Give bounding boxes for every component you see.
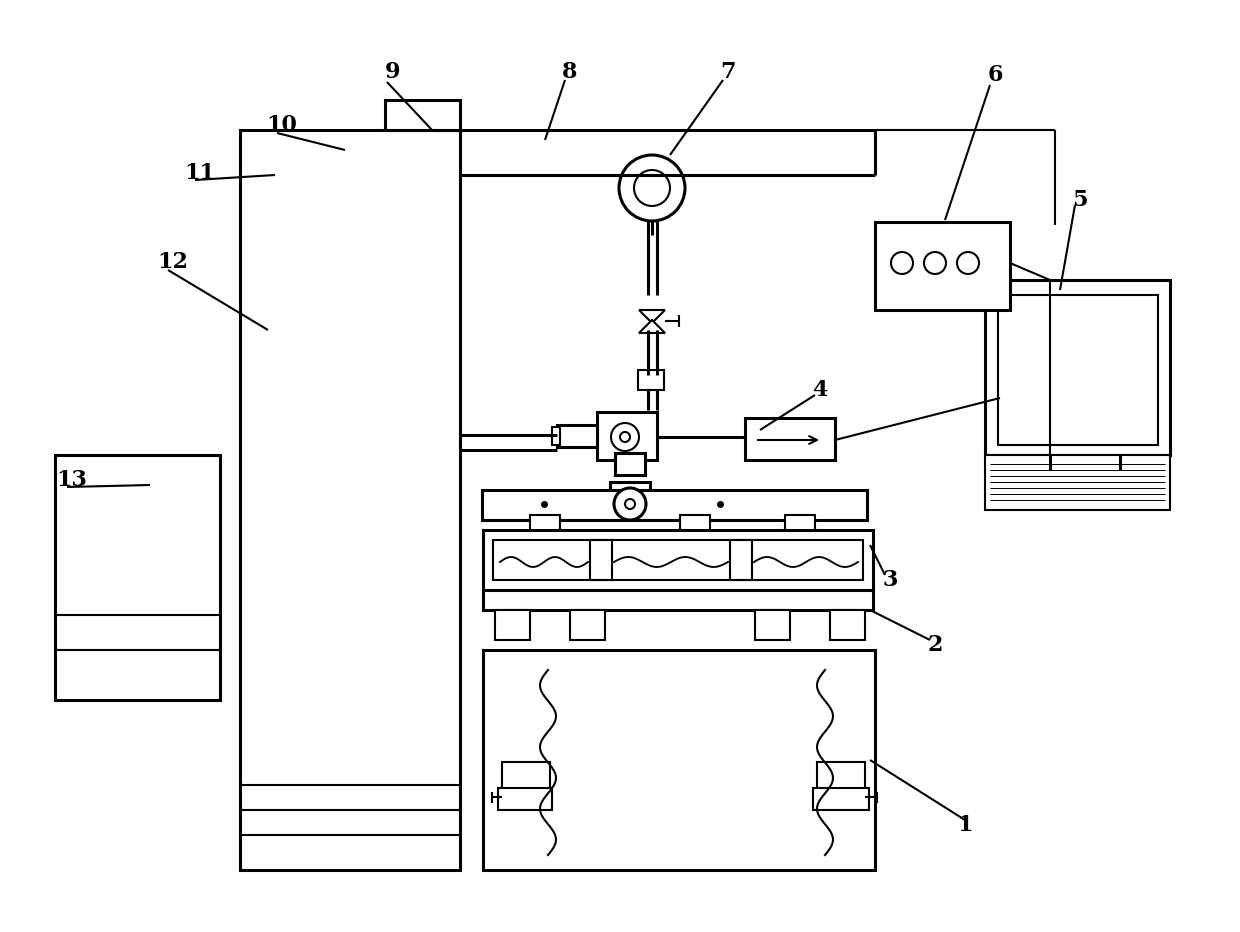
Text: 1: 1 bbox=[957, 814, 972, 836]
Bar bbox=[494, 540, 863, 580]
Bar bbox=[55, 455, 219, 700]
Bar bbox=[502, 762, 551, 790]
Circle shape bbox=[957, 252, 980, 274]
Polygon shape bbox=[639, 310, 665, 323]
Text: 5: 5 bbox=[1073, 189, 1087, 211]
Text: 11: 11 bbox=[185, 162, 216, 184]
Text: 4: 4 bbox=[812, 379, 827, 401]
Text: 2: 2 bbox=[928, 634, 942, 656]
Bar bbox=[755, 610, 790, 640]
Bar bbox=[482, 490, 867, 520]
Bar bbox=[639, 370, 663, 390]
Bar bbox=[1025, 465, 1145, 480]
Bar bbox=[615, 453, 645, 475]
Polygon shape bbox=[639, 320, 665, 333]
Bar bbox=[498, 788, 552, 810]
Bar bbox=[590, 540, 613, 580]
Bar bbox=[730, 540, 751, 580]
Bar bbox=[570, 610, 605, 640]
Bar bbox=[745, 418, 835, 460]
Bar bbox=[785, 515, 815, 545]
Text: 13: 13 bbox=[57, 469, 88, 491]
Text: 12: 12 bbox=[157, 251, 188, 273]
Bar bbox=[495, 610, 529, 640]
Text: 10: 10 bbox=[267, 114, 298, 136]
Bar bbox=[557, 425, 596, 447]
Bar bbox=[998, 295, 1158, 445]
Bar bbox=[985, 280, 1171, 455]
Bar bbox=[817, 762, 866, 790]
Circle shape bbox=[620, 432, 630, 442]
Circle shape bbox=[924, 252, 946, 274]
Circle shape bbox=[892, 252, 913, 274]
Bar bbox=[813, 788, 869, 810]
Text: 3: 3 bbox=[883, 569, 898, 591]
Bar bbox=[875, 222, 1011, 310]
Bar bbox=[596, 412, 657, 460]
Bar bbox=[384, 100, 460, 130]
Text: 8: 8 bbox=[562, 61, 578, 83]
Circle shape bbox=[625, 499, 635, 509]
Circle shape bbox=[619, 155, 684, 221]
Bar bbox=[680, 515, 711, 545]
Text: 7: 7 bbox=[720, 61, 735, 83]
Bar bbox=[985, 455, 1171, 510]
Text: 9: 9 bbox=[384, 61, 399, 83]
Circle shape bbox=[634, 170, 670, 206]
Bar bbox=[484, 530, 873, 590]
Bar bbox=[552, 427, 560, 445]
Bar bbox=[484, 590, 873, 610]
Bar bbox=[610, 482, 650, 497]
Bar bbox=[529, 515, 560, 545]
Circle shape bbox=[614, 488, 646, 520]
Bar bbox=[241, 130, 460, 870]
Bar bbox=[830, 610, 866, 640]
Text: 6: 6 bbox=[987, 64, 1003, 86]
Bar bbox=[484, 650, 875, 870]
Circle shape bbox=[611, 423, 639, 451]
